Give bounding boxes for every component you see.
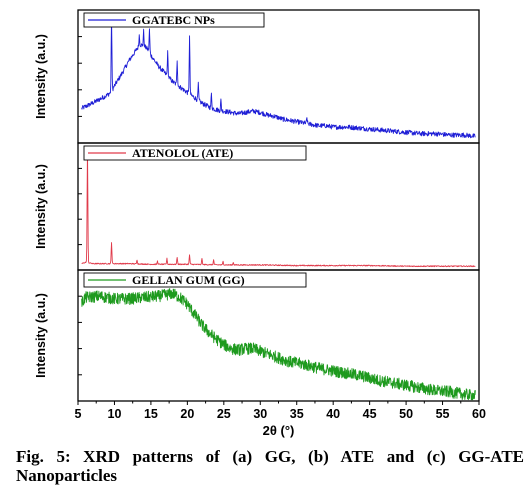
y-axis-label-3: Intensity (a.u.) xyxy=(34,293,48,378)
panel-frame-2 xyxy=(77,142,480,271)
legend-label-3: GELLAN GUM (GG) xyxy=(132,273,245,287)
figure-caption: Fig. 5: XRD patterns of (a) GG, (b) ATE … xyxy=(16,447,524,485)
x-tick-label-30: 30 xyxy=(253,407,267,421)
series-line-3 xyxy=(81,288,476,401)
x-tick-label-25: 25 xyxy=(217,407,231,421)
x-tick-label-5: 5 xyxy=(75,407,82,421)
panel-frame-1 xyxy=(77,9,480,144)
x-tick-label-45: 45 xyxy=(363,407,377,421)
x-tick-label-55: 55 xyxy=(436,407,450,421)
legend-box-3 xyxy=(83,272,307,288)
series-line-1 xyxy=(81,16,476,139)
legend-box-2 xyxy=(83,145,307,161)
x-tick-label-10: 10 xyxy=(108,407,122,421)
legend-box-1 xyxy=(83,12,265,28)
panel-frame-3 xyxy=(77,269,480,402)
x-tick-label-20: 20 xyxy=(180,407,194,421)
x-tick-label-35: 35 xyxy=(290,407,304,421)
x-axis-title: 2θ (°) xyxy=(263,423,295,438)
x-tick-label-40: 40 xyxy=(326,407,340,421)
series-line-2 xyxy=(81,146,476,268)
legend-label-1: GGATEBC NPs xyxy=(132,13,215,27)
x-tick-label-15: 15 xyxy=(144,407,158,421)
xrd-chart: Intensity (a.u.) GGATEBC NPs Intensity (a.… xyxy=(34,9,486,438)
y-axis-label-2: Intensity (a.u.) xyxy=(34,164,48,249)
y-axis-label-1: Intensity (a.u.) xyxy=(34,34,48,119)
legend-label-2: ATENOLOL (ATE) xyxy=(132,146,233,160)
x-tick-label-50: 50 xyxy=(399,407,413,421)
x-tick-label-60: 60 xyxy=(472,407,486,421)
